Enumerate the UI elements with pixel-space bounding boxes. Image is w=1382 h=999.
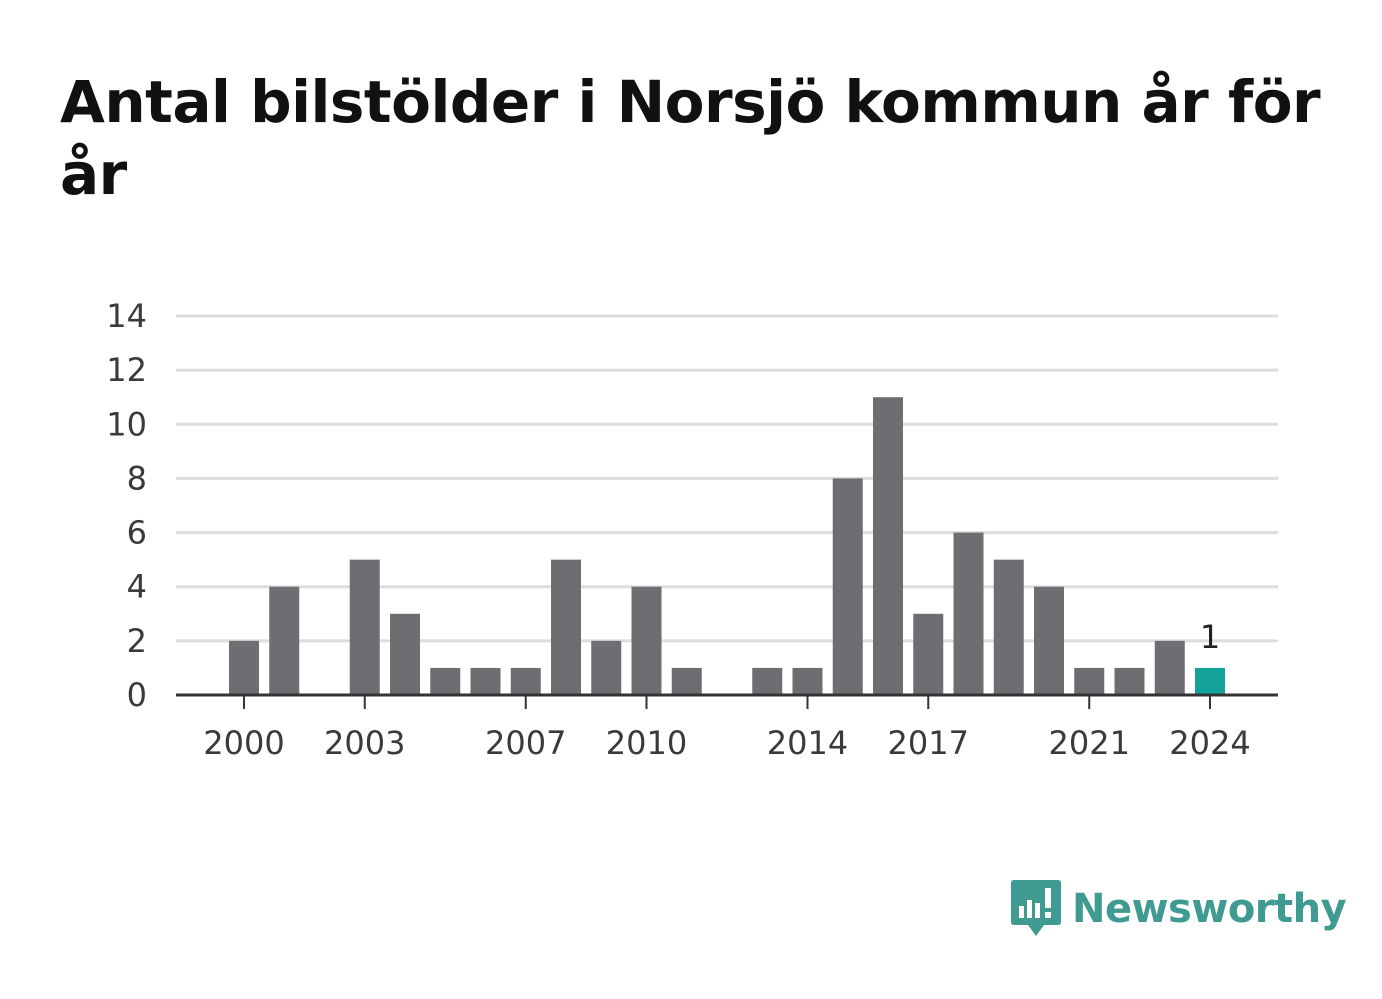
x-tick-label: 2014 bbox=[767, 724, 848, 762]
bar-2005 bbox=[430, 667, 461, 695]
data-label-2024: 1 bbox=[1200, 618, 1220, 656]
x-tick-label: 2007 bbox=[485, 724, 566, 762]
bar-2021 bbox=[1074, 667, 1105, 695]
x-tick-label: 2003 bbox=[324, 724, 405, 762]
bar-2010 bbox=[631, 586, 662, 695]
bar-2008 bbox=[551, 559, 581, 695]
y-tick-label: 10 bbox=[106, 405, 147, 443]
bar-2011 bbox=[671, 667, 702, 695]
y-axis-ticks: 0 2 4 6 8 10 12 14 bbox=[106, 297, 147, 714]
bar-2004 bbox=[390, 613, 420, 695]
newsworthy-logo-icon bbox=[1011, 880, 1061, 936]
bar-2023 bbox=[1154, 640, 1185, 695]
grid-lines bbox=[176, 314, 1278, 643]
bar-2014 bbox=[792, 667, 823, 695]
y-tick-label: 4 bbox=[127, 568, 147, 606]
x-tick-label: 2024 bbox=[1169, 724, 1250, 762]
bar-2000 bbox=[229, 640, 259, 695]
bar-2020 bbox=[1034, 586, 1064, 695]
brand-name: Newsworthy bbox=[1072, 886, 1347, 932]
chart-title: Antal bilstölder i Norsjö kommun år för … bbox=[60, 68, 1321, 208]
bar-2009 bbox=[591, 640, 622, 695]
brand: Newsworthy bbox=[1010, 878, 1347, 940]
y-tick-label: 12 bbox=[106, 351, 147, 389]
bar-2006 bbox=[470, 667, 501, 695]
bar-2007 bbox=[510, 667, 541, 695]
y-tick-label: 0 bbox=[127, 676, 147, 714]
x-tick-label: 2010 bbox=[606, 724, 687, 762]
y-tick-label: 2 bbox=[127, 622, 147, 660]
y-tick-label: 6 bbox=[127, 514, 147, 552]
bar-2024 bbox=[1195, 667, 1225, 695]
bar-2019 bbox=[993, 559, 1024, 695]
bar-2022 bbox=[1114, 667, 1145, 695]
bar-2001 bbox=[269, 586, 300, 695]
bar-2013 bbox=[752, 667, 783, 695]
bars bbox=[229, 397, 1225, 695]
bar-2015 bbox=[832, 478, 863, 695]
bar-2017 bbox=[913, 613, 944, 695]
x-axis-ticks: 2000 2003 2007 2010 2014 2017 2021 2024 bbox=[203, 695, 1251, 762]
y-tick-label: 8 bbox=[127, 459, 147, 497]
x-tick-label: 2000 bbox=[203, 724, 284, 762]
bar-2018 bbox=[953, 532, 984, 695]
data-labels: 1 bbox=[1200, 618, 1220, 656]
x-tick-label: 2021 bbox=[1049, 724, 1130, 762]
bar-2016 bbox=[873, 397, 903, 695]
bar-2003 bbox=[349, 559, 380, 695]
x-tick-label: 2017 bbox=[888, 724, 969, 762]
y-tick-label: 14 bbox=[106, 297, 147, 335]
